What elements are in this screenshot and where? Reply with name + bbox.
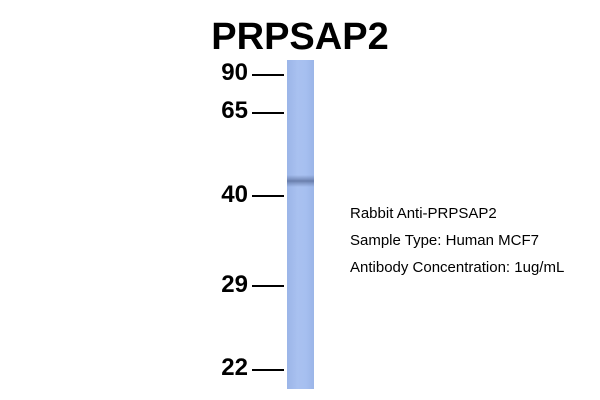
marker-label-29: 29 <box>221 271 248 298</box>
marker-tick-40 <box>252 195 284 197</box>
marker-label-65: 65 <box>221 97 248 124</box>
antibody-concentration-label: Antibody Concentration: 1ug/mL <box>350 259 565 276</box>
blot-title: PRPSAP2 <box>0 14 600 60</box>
marker-label-22: 22 <box>221 354 248 381</box>
marker-tick-90 <box>252 74 284 76</box>
marker-label-40: 40 <box>221 181 248 208</box>
antibody-label: Rabbit Anti-PRPSAP2 <box>350 205 497 222</box>
marker-tick-29 <box>252 285 284 287</box>
blot-title-text: PRPSAP2 <box>211 16 389 58</box>
marker-tick-22 <box>252 369 284 371</box>
marker-tick-65 <box>252 112 284 114</box>
sample-type-label: Sample Type: Human MCF7 <box>350 232 539 249</box>
marker-label-90: 90 <box>221 59 248 86</box>
protein-band <box>287 175 314 187</box>
gel-lane <box>287 60 314 389</box>
